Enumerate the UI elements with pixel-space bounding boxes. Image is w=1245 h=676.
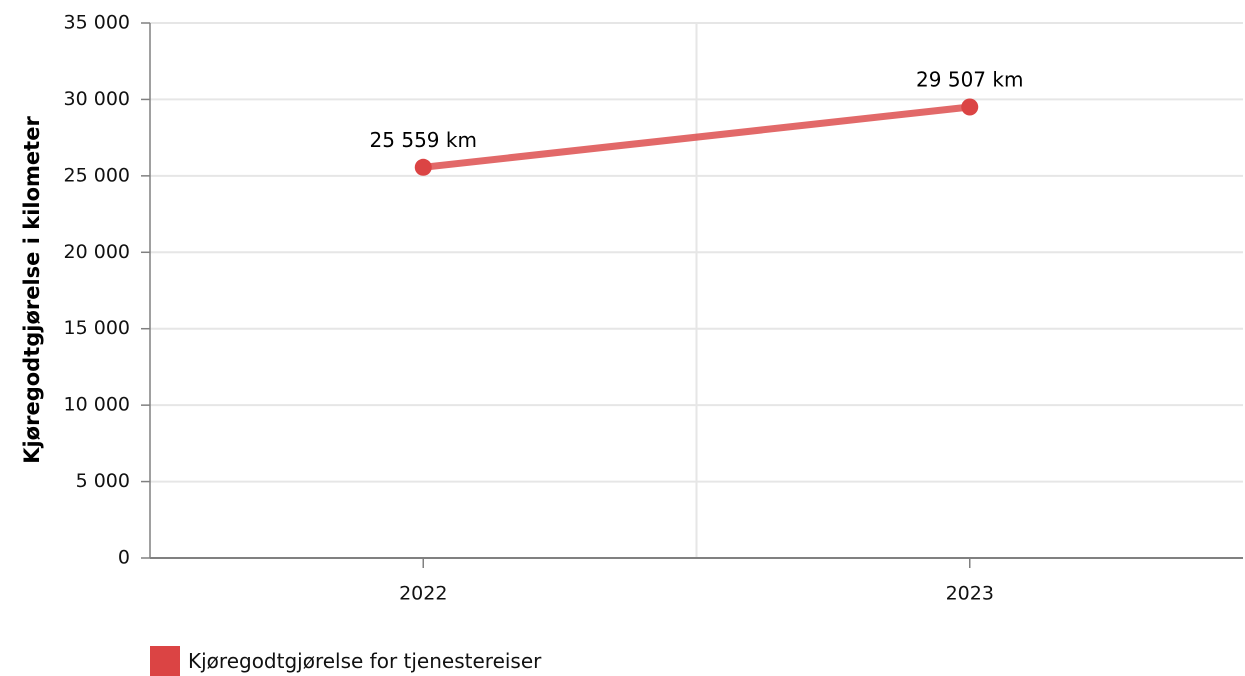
data-label: 29 507 km — [916, 67, 1023, 91]
y-axis-title: Kjøregodtgjørelse i kilometer — [20, 116, 44, 464]
y-tick-label: 5 000 — [76, 470, 130, 492]
x-tick-label: 2022 — [399, 583, 447, 605]
x-tick-label: 2023 — [946, 583, 994, 605]
y-tick-label: 10 000 — [64, 394, 130, 416]
data-label: 25 559 km — [370, 128, 477, 152]
y-tick-label: 20 000 — [64, 241, 130, 263]
grid-layer — [150, 22, 1243, 558]
legend[interactable]: Kjøregodtgjørelse for tjenestereiser — [150, 646, 541, 676]
legend-label: Kjøregodtgjørelse for tjenestereiser — [188, 649, 542, 673]
legend-swatch — [150, 646, 180, 676]
y-tick-label: 35 000 — [64, 12, 130, 34]
axis-layer: 0 5 000 10 000 15 000 20 000 25 000 30 000 35 0… — [64, 12, 1243, 605]
y-tick-label: 0 — [118, 547, 130, 569]
data-point — [961, 98, 979, 116]
series-layer: 25 559 km 29 507 km — [370, 67, 1023, 176]
series-line — [419, 103, 974, 171]
y-tick-label: 25 000 — [64, 164, 130, 186]
line-chart: 0 5 000 10 000 15 000 20 000 25 000 30 000 35 0… — [20, 12, 1243, 605]
y-tick-label: 30 000 — [64, 88, 130, 110]
y-tick-label: 15 000 — [64, 317, 130, 339]
data-point — [414, 158, 432, 176]
